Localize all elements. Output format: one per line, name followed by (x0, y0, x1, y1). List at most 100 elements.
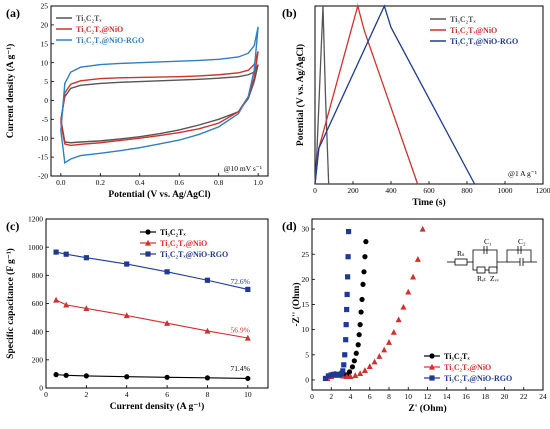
resistor-rs (454, 258, 468, 266)
plot-frame (311, 218, 544, 391)
y-tick-label: 5 (44, 77, 48, 86)
legend-label: Ti₃C₂Tₓ@NiO (76, 25, 123, 34)
nyquist-point (359, 296, 365, 303)
data-point (123, 312, 130, 319)
nyquist-point (366, 363, 373, 369)
x-tick-label: 20 (501, 392, 509, 401)
x-tick-label: 1000 (498, 186, 513, 195)
y-tick-label: 600 (32, 299, 44, 308)
circuit-label: C₂ (518, 237, 526, 246)
x-axis-label: Potential (V vs. Ag/AgCl) (108, 189, 210, 200)
x-tick-label: 0.6 (175, 178, 185, 187)
x-tick-label: 8 (206, 390, 210, 399)
x-axis-label: Time (s) (412, 197, 445, 208)
plot-frame (50, 5, 269, 177)
circuit-label: Rₑₜ (477, 274, 486, 283)
nyquist-point (361, 269, 367, 275)
y-tick-label: 0 (44, 96, 48, 105)
nyquist-point (345, 228, 352, 235)
nyquist-point (400, 303, 407, 310)
x-tick-label: 4 (349, 392, 353, 401)
data-point (63, 372, 69, 378)
legend-label: Ti₃C₂Tₓ (160, 228, 186, 237)
x-tick-label: 0.2 (96, 178, 106, 187)
data-point (204, 277, 211, 283)
circuit-wire (472, 249, 498, 262)
circuit-wire (496, 249, 532, 270)
legend-marker (145, 239, 151, 246)
data-point (83, 373, 89, 379)
nyquist-point (349, 364, 356, 370)
cv-curve (60, 51, 259, 147)
x-tick-label: 0.8 (214, 178, 224, 187)
circuit-label: Rₛ (457, 249, 465, 258)
x-tick-label: 200 (347, 186, 359, 195)
legend-marker (145, 229, 151, 235)
legend-label: Ti₃C₂Tₓ@NiO-RGO (76, 36, 144, 45)
nyquist-point (345, 254, 351, 260)
nyquist-point (410, 273, 417, 280)
panel-c: 0 2 4 6 8 10 0 200 400 600 800 1000 1200 Current dens… (5, 215, 269, 412)
nyquist-point (353, 350, 359, 356)
x-tick-label: 8 (387, 392, 391, 401)
y-tick-label: 25 (302, 250, 310, 259)
nyquist-point (357, 370, 364, 377)
data-point (53, 372, 59, 378)
nyquist-point (363, 239, 369, 245)
nyquist-point (344, 306, 350, 313)
nyquist-point (343, 322, 349, 328)
y-tick-label: 30 (302, 225, 310, 234)
x-tick-label: 800 (461, 186, 473, 195)
y-tick-label: -5 (42, 115, 48, 124)
x-tick-label: 0.4 (135, 178, 145, 187)
nyquist-point (344, 291, 350, 298)
data-point (164, 320, 171, 326)
data-point (124, 261, 130, 267)
panel-b: 0 200 400 600 800 1000 1200 Time (s) Potential (… (282, 3, 550, 208)
legend-label: Ti₃C₂Tₓ (444, 352, 470, 361)
warburg-element (488, 266, 498, 274)
y-axis-label: Potential (V vs. Ag/AgCl) (295, 44, 306, 146)
x-tick-label: 0 (310, 392, 314, 401)
x-tick-label: 600 (423, 186, 435, 195)
legend-label: Ti₃C₂Tₓ@NiO (444, 363, 491, 372)
data-point (245, 286, 251, 293)
circuit-label: Zᵥᵥ (490, 274, 500, 283)
y-tick-label: -10 (38, 134, 48, 143)
nyquist-point (419, 225, 426, 232)
y-axis-label: -Z'' (Ohm) (291, 282, 302, 326)
legend-label: Ti₃C₂Tₓ@NiO (160, 239, 207, 248)
nyquist-point (357, 322, 363, 328)
equivalent-circuit: C₁ C₂ Rₛ Rₑₜ Zᵥᵥ (447, 237, 537, 283)
y-tick-label: -20 (38, 172, 48, 181)
y-axis-label: Current density (A g⁻¹) (5, 44, 16, 139)
panel-label: (d) (282, 219, 297, 233)
x-tick-label: 0 (44, 390, 48, 399)
nyquist-point (381, 346, 388, 353)
data-point (164, 374, 170, 380)
panel-a: 0.0 0.2 0.4 0.6 0.8 1.0 -20 -15 -10 -5 0 5 10 15 20 25 P… (5, 2, 269, 200)
nyquist-point (346, 369, 353, 375)
nyquist-point (351, 358, 357, 364)
x-axis-label: Z' (Ohm) (408, 403, 446, 414)
nyquist-point (325, 373, 331, 379)
y-tick-label: 5 (305, 350, 309, 359)
y-tick-label: 1000 (28, 243, 43, 252)
nyquist-point (342, 352, 348, 358)
legend-marker (429, 363, 435, 370)
plot-frame (314, 5, 544, 185)
data-point (164, 269, 170, 275)
nyquist-point (361, 367, 368, 373)
x-tick-label: 400 (385, 186, 397, 195)
panel-label: (a) (6, 6, 20, 20)
y-tick-label: 1200 (28, 215, 43, 224)
y-axis-label: Specific capacitance (F g⁻¹) (5, 248, 16, 359)
nyquist-point (414, 256, 421, 262)
data-point (245, 375, 251, 382)
x-tick-label: 12 (424, 392, 432, 401)
data-point (63, 251, 69, 257)
x-tick-label: 2 (84, 390, 88, 399)
legend-label: Ti₃C₂Tₓ@NiO-RGO (444, 374, 512, 383)
nyquist-point (340, 368, 346, 374)
